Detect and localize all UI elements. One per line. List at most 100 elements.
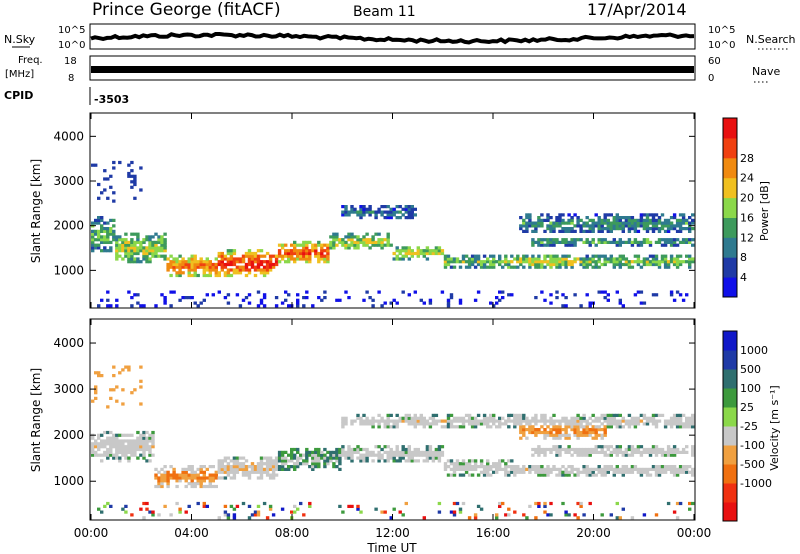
- heatmap-cell: [672, 450, 677, 454]
- heatmap-cell: [461, 422, 466, 426]
- heatmap-cell: [549, 221, 553, 225]
- heatmap-cell: [603, 428, 607, 432]
- heatmap-cell: [630, 260, 635, 264]
- heatmap-cell: [678, 413, 683, 417]
- heatmap-cell: [455, 425, 460, 429]
- heatmap-cell: [290, 243, 294, 247]
- heatmap-cell: [473, 422, 478, 426]
- heatmap-cell: [681, 447, 686, 452]
- heatmap-cell: [293, 243, 297, 247]
- heatmap-cell: [609, 227, 613, 231]
- heatmap-cell: [498, 462, 502, 466]
- heatmap-cell: [685, 425, 689, 429]
- heatmap-cell: [196, 482, 200, 486]
- heatmap-cell: [443, 254, 448, 258]
- heatmap-cell: [223, 476, 228, 480]
- heatmap-cell: [220, 260, 224, 264]
- heatmap-cell: [160, 484, 164, 489]
- heatmap-cell: [446, 422, 451, 426]
- heatmap-cell: [537, 504, 541, 508]
- heatmap-cell: [446, 257, 451, 261]
- heatmap-cell: [534, 422, 538, 426]
- heatmap-cell: [353, 235, 357, 239]
- heatmap-cell: [130, 450, 134, 454]
- heatmap-cell: [666, 229, 671, 233]
- heatmap-cell: [308, 504, 312, 508]
- heatmap-cell: [356, 445, 360, 449]
- heatmap-cell: [247, 516, 252, 520]
- heatmap-cell: [558, 430, 562, 435]
- heatmap-cell: [573, 419, 577, 423]
- heatmap-cell: [642, 218, 647, 222]
- heatmap-cell: [226, 268, 231, 272]
- heatmap-cell: [404, 216, 408, 220]
- heatmap-cell: [688, 229, 692, 233]
- heatmap-cell: [163, 296, 167, 300]
- heatmap-cell: [588, 453, 592, 457]
- heatmap-cell: [142, 254, 146, 258]
- heatmap-cell: [573, 425, 577, 429]
- heatmap-cell: [645, 419, 650, 423]
- colorbar-tick-label: -1000: [740, 477, 772, 490]
- heatmap-cell: [208, 479, 212, 483]
- heatmap-cell: [588, 224, 592, 228]
- heatmap-cell: [612, 422, 616, 426]
- heatmap-cell: [473, 467, 478, 471]
- heatmap-cell: [449, 459, 454, 463]
- heatmap-cell: [585, 470, 589, 474]
- heatmap-cell: [672, 240, 677, 244]
- heatmap-cell: [443, 467, 448, 471]
- heatmap-cell: [287, 467, 291, 471]
- heatmap-cell: [103, 430, 107, 435]
- heatmap-cell: [449, 260, 454, 264]
- heatmap-cell: [112, 166, 116, 170]
- heatmap-cell: [618, 301, 622, 305]
- heatmap-cell: [473, 465, 478, 469]
- heatmap-cell: [612, 467, 616, 471]
- heatmap-cell: [561, 416, 565, 420]
- heatmap-cell: [425, 456, 430, 460]
- heatmap-cell: [443, 462, 448, 466]
- heatmap-cell: [482, 422, 487, 426]
- heatmap-cell: [262, 470, 267, 474]
- heatmap-cell: [675, 221, 680, 225]
- heatmap-cell: [540, 425, 544, 429]
- heatmap-cell: [350, 450, 354, 454]
- heatmap-cell: [97, 436, 101, 440]
- heatmap-cell: [169, 273, 173, 278]
- heatmap-cell: [127, 249, 131, 253]
- heatmap-cell: [663, 260, 668, 264]
- heatmap-cell: [296, 456, 300, 460]
- heatmap-cell: [284, 450, 288, 454]
- heatmap-cell: [669, 238, 674, 242]
- heatmap-cell: [133, 257, 137, 261]
- heatmap-cell: [97, 304, 101, 308]
- heatmap-cell: [606, 447, 610, 452]
- heatmap-cell: [476, 473, 481, 477]
- heatmap-cell: [573, 433, 577, 437]
- heatmap-cell: [280, 257, 285, 261]
- heatmap-cell: [284, 254, 288, 258]
- heatmap-cell: [579, 422, 583, 426]
- heatmap-cell: [446, 473, 451, 477]
- heatmap-cell: [573, 229, 577, 233]
- heatmap-cell: [314, 459, 318, 463]
- heatmap-cell: [290, 251, 294, 256]
- heatmap-cell: [555, 290, 559, 294]
- heatmap-cell: [621, 470, 625, 474]
- heatmap-cell: [130, 240, 134, 244]
- heatmap-cell: [371, 459, 375, 463]
- heatmap-cell: [537, 221, 541, 225]
- heatmap-cell: [513, 257, 517, 261]
- heatmap-cell: [124, 246, 128, 250]
- heatmap-cell: [585, 473, 589, 477]
- heatmap-cell: [341, 510, 345, 514]
- heatmap-cell: [404, 447, 408, 452]
- colorbar-swatch: [723, 464, 737, 484]
- heatmap-cell: [229, 260, 234, 264]
- heatmap-cell: [308, 260, 312, 264]
- heatmap-cell: [262, 296, 267, 300]
- heatmap-cell: [546, 243, 550, 247]
- nave-label: Nave: [752, 65, 780, 78]
